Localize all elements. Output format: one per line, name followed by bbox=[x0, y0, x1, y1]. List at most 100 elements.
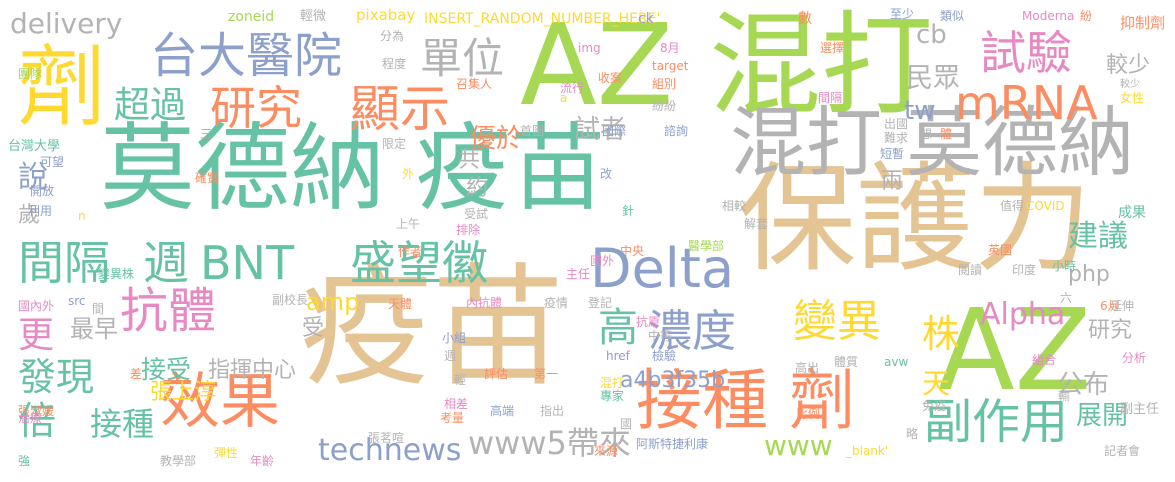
word: 閱讀 bbox=[958, 263, 983, 277]
word: 評估 bbox=[484, 367, 509, 381]
word: 高出 bbox=[795, 361, 820, 375]
word: INSERT_RANDOM_NUMBER_HERE' bbox=[424, 11, 661, 27]
word: 盛望徽 bbox=[350, 236, 488, 290]
word: 作者 bbox=[398, 245, 423, 259]
word: 可望 bbox=[40, 155, 65, 169]
word: 值得 bbox=[1000, 199, 1025, 213]
word: 上午 bbox=[396, 217, 421, 231]
word: AZ bbox=[938, 286, 1092, 416]
word: 至少 bbox=[890, 7, 915, 21]
word: 利用 bbox=[28, 204, 53, 218]
word: Moderna bbox=[1022, 9, 1075, 23]
word: 歲 bbox=[18, 203, 41, 228]
word: 體 bbox=[940, 127, 953, 141]
word: 抗原 bbox=[636, 315, 661, 329]
word: 小組 bbox=[442, 331, 467, 345]
word: ck bbox=[638, 11, 654, 27]
word: 相差 bbox=[444, 397, 469, 411]
word: 改 bbox=[600, 167, 613, 181]
word: 限定 bbox=[382, 137, 407, 151]
word: 治療 bbox=[18, 411, 43, 425]
word: 說 bbox=[18, 160, 48, 195]
word: 間 bbox=[92, 302, 105, 316]
word: 試驗 bbox=[980, 26, 1072, 80]
word: 團隊 bbox=[18, 67, 43, 81]
word: 組合 bbox=[1032, 353, 1057, 367]
word: 印度 bbox=[1012, 263, 1037, 277]
word: 單位 bbox=[420, 34, 505, 83]
word: 最早 bbox=[70, 315, 118, 343]
word: 紛紛 bbox=[652, 99, 677, 113]
word: 週 bbox=[444, 349, 457, 363]
word: target bbox=[652, 59, 689, 73]
word: www bbox=[764, 429, 833, 462]
word: 倍 bbox=[18, 399, 57, 443]
word: 排除 bbox=[456, 223, 481, 237]
word: 免疫 bbox=[922, 399, 947, 413]
word: 英國 bbox=[988, 243, 1013, 257]
word: 組別 bbox=[652, 77, 677, 91]
word: 疫苗 bbox=[300, 251, 564, 405]
word: 6月 bbox=[1100, 299, 1120, 313]
word: href bbox=[606, 349, 630, 363]
word: 株 bbox=[922, 312, 961, 356]
word: delivery bbox=[10, 7, 123, 40]
word: 天體 bbox=[388, 297, 413, 311]
word: 記者會 bbox=[1104, 444, 1141, 458]
word: 差 bbox=[130, 367, 143, 381]
word: 指揮中心 bbox=[208, 358, 297, 383]
word: a bbox=[560, 91, 568, 105]
word: 接種 bbox=[90, 405, 155, 443]
word: 主任 bbox=[566, 267, 591, 281]
word: 發現 bbox=[18, 355, 95, 399]
word: 比例 bbox=[796, 407, 821, 421]
word: 副校長 bbox=[272, 293, 309, 307]
word: mRNA bbox=[955, 76, 1098, 130]
word: 國 bbox=[620, 417, 633, 431]
word: 登記 bbox=[588, 296, 613, 310]
word: 專家 bbox=[600, 389, 625, 403]
word: 延伸 bbox=[1110, 299, 1135, 313]
word: 兩 bbox=[881, 169, 904, 194]
word: 選擇 bbox=[820, 41, 845, 55]
word: 難求 bbox=[884, 131, 909, 145]
word: Delta bbox=[590, 237, 735, 300]
word: 輕微 bbox=[300, 9, 327, 24]
word: 張茗喧 bbox=[368, 431, 405, 445]
word: 輸 bbox=[1058, 389, 1071, 403]
word: 副主任 bbox=[1120, 402, 1160, 417]
word: 保護力 bbox=[738, 150, 1093, 288]
word: 變異株 bbox=[98, 267, 135, 281]
word: 研究 bbox=[1088, 318, 1133, 343]
word: 優於 bbox=[470, 124, 523, 154]
word: 教學部 bbox=[160, 454, 197, 468]
word: 三 bbox=[200, 127, 213, 141]
word: 接受 bbox=[141, 355, 192, 384]
word: _blank' bbox=[846, 444, 889, 458]
word: 混打 bbox=[600, 376, 625, 390]
word: 強 bbox=[18, 454, 31, 468]
word: 成果 bbox=[1118, 205, 1146, 221]
word: 六 bbox=[1060, 291, 1073, 305]
word: 週 bbox=[143, 236, 189, 290]
word: 較少 bbox=[1120, 79, 1140, 90]
word: 共 bbox=[458, 148, 481, 173]
word: 間隔 bbox=[818, 91, 843, 105]
word: 間隔 bbox=[18, 236, 110, 290]
word: 國內外 bbox=[18, 299, 55, 313]
word: 來源 bbox=[594, 444, 619, 458]
word: 內抗體 bbox=[466, 296, 503, 310]
word: 想 bbox=[920, 127, 933, 141]
word: 較少 bbox=[1106, 53, 1151, 78]
word: 解套 bbox=[744, 217, 769, 231]
word: 濃度 bbox=[648, 306, 736, 357]
word: 試者 bbox=[574, 115, 627, 145]
word: 抑制劑 bbox=[1120, 14, 1166, 32]
word: 副作用 bbox=[924, 394, 1069, 450]
word: src bbox=[68, 294, 86, 308]
word: 年齡 bbox=[250, 454, 275, 468]
word: 收案 bbox=[598, 71, 623, 85]
word: 分析 bbox=[1122, 351, 1147, 365]
word: 首圖 bbox=[520, 124, 545, 138]
word: 顯示 bbox=[350, 80, 450, 138]
